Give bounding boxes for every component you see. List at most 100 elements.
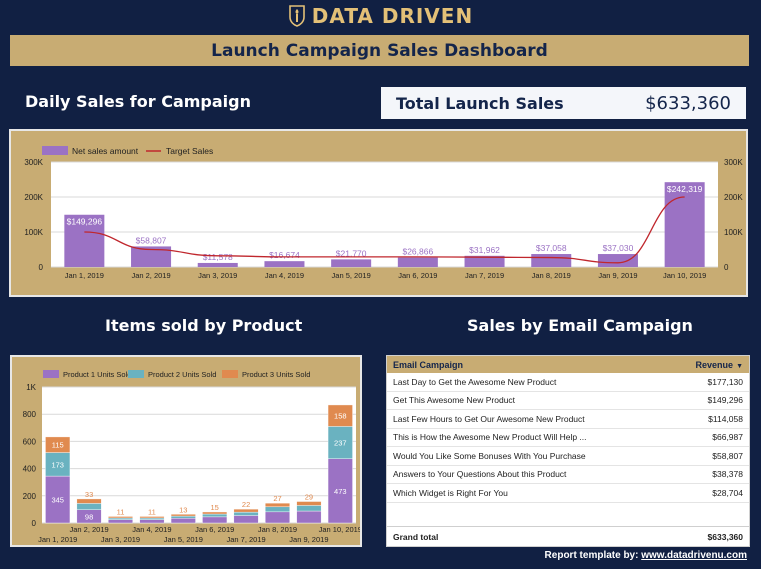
bar bbox=[131, 246, 172, 267]
legend-swatch bbox=[128, 370, 144, 378]
table-row[interactable]: Answers to Your Questions About this Pro… bbox=[387, 466, 749, 484]
legend-swatch bbox=[222, 370, 238, 378]
segment-value-label: 27 bbox=[273, 494, 281, 503]
footer-credit: Report template by: www.datadrivenu.com bbox=[545, 550, 747, 561]
bar bbox=[664, 182, 705, 267]
y-tick-label: 600 bbox=[23, 437, 37, 446]
stack-segment bbox=[327, 426, 353, 459]
total-label: Grand total bbox=[393, 531, 439, 542]
x-tick-label: Jan 9, 2019 bbox=[598, 271, 637, 280]
stack-segment bbox=[76, 498, 102, 504]
stack-segment bbox=[108, 517, 133, 520]
bar bbox=[64, 214, 105, 267]
y-tick-label-left: 100K bbox=[24, 228, 43, 237]
y-tick-label: 800 bbox=[23, 410, 37, 419]
x-tick-label: Jan 10, 2019 bbox=[319, 525, 360, 534]
segment-value-label: 115 bbox=[52, 441, 64, 450]
table-row[interactable]: Last Day to Get the Awesome New Product $… bbox=[387, 373, 749, 392]
revenue-cell: $66,987 bbox=[712, 432, 743, 443]
table-row[interactable]: Would You Like Some Bonuses With You Pur… bbox=[387, 447, 749, 466]
x-tick-label: Jan 7, 2019 bbox=[226, 535, 265, 544]
stack-segment bbox=[296, 501, 322, 506]
segment-value-label: 173 bbox=[51, 460, 64, 469]
items-sold-chart: 0 200 400 600 800 1K 345 173 115 Jan 1, 2019 98 33 J… bbox=[23, 370, 360, 544]
stack-segment bbox=[296, 505, 322, 512]
x-tick-label: Jan 8, 2019 bbox=[532, 271, 571, 280]
segment-value-label: 22 bbox=[242, 500, 250, 509]
x-tick-label: Jan 6, 2019 bbox=[195, 525, 234, 534]
x-tick-label: Jan 3, 2019 bbox=[198, 271, 237, 280]
segment-value-label: 345 bbox=[51, 496, 64, 505]
segment-value-label: 33 bbox=[85, 490, 93, 499]
bar bbox=[197, 262, 238, 267]
torch-shield-icon bbox=[288, 5, 305, 27]
stack-segment bbox=[233, 515, 259, 524]
x-tick-label: Jan 7, 2019 bbox=[465, 271, 504, 280]
dashboard-title-bar: Launch Campaign Sales Dashboard bbox=[10, 35, 749, 66]
y-tick-label-left: 0 bbox=[39, 263, 44, 272]
bar bbox=[331, 259, 372, 267]
footer-link[interactable]: www.datadrivenu.com bbox=[641, 550, 747, 561]
stack-segment bbox=[170, 518, 196, 524]
table-row[interactable]: Which Widget is Right For You $28,704 bbox=[387, 484, 749, 503]
legend-swatch bbox=[43, 370, 59, 378]
items-sold-heading: Items sold by Product bbox=[105, 316, 303, 335]
y-tick-label-right: 200K bbox=[724, 193, 743, 202]
table-row[interactable]: Get This Awesome New Product $149,296 bbox=[387, 392, 749, 410]
bar-value-label: $11,578 bbox=[203, 252, 233, 262]
table-row[interactable]: This is How the Awesome New Product Will… bbox=[387, 429, 749, 447]
segment-value-label: 15 bbox=[211, 503, 219, 512]
stack-segment bbox=[139, 516, 165, 519]
bar-value-label: $37,058 bbox=[536, 243, 567, 253]
stack-segment bbox=[202, 513, 228, 518]
bar-value-label: $26,866 bbox=[402, 247, 433, 257]
x-tick-label: Jan 8, 2019 bbox=[258, 525, 297, 534]
bar-value-label: $21,770 bbox=[336, 248, 367, 258]
bar-value-label: $37,030 bbox=[603, 243, 634, 253]
revenue-cell: $149,296 bbox=[707, 395, 743, 406]
table-row[interactable]: Last Few Hours to Get Our Awesome New Pr… bbox=[387, 410, 749, 429]
bar bbox=[264, 261, 305, 267]
x-tick-label: Jan 5, 2019 bbox=[332, 271, 371, 280]
stack-segment bbox=[170, 515, 196, 519]
column-header-campaign[interactable]: Email Campaign bbox=[393, 359, 464, 370]
y-tick-label-right: 300K bbox=[724, 158, 743, 167]
campaign-cell: Last Day to Get the Awesome New Product bbox=[393, 376, 557, 387]
target-sales-line bbox=[84, 196, 685, 264]
stack-segment bbox=[327, 458, 353, 524]
table-body: Last Day to Get the Awesome New Product $… bbox=[387, 373, 749, 503]
x-tick-label: Jan 3, 2019 bbox=[101, 535, 140, 544]
legend-label-target: Target Sales bbox=[166, 146, 213, 156]
x-tick-label: Jan 6, 2019 bbox=[398, 271, 437, 280]
email-campaign-table: Email Campaign Revenue ▼ Last Day to Get … bbox=[386, 355, 750, 547]
stack-segment bbox=[265, 506, 290, 513]
segment-value-label: 29 bbox=[305, 493, 313, 502]
legend-label: Product 1 Units Sold bbox=[63, 370, 131, 379]
revenue-header-label: Revenue bbox=[695, 359, 734, 370]
stack-segment bbox=[233, 511, 259, 516]
x-tick-label: Jan 10, 2019 bbox=[663, 271, 706, 280]
footer-prefix: Report template by: bbox=[544, 550, 642, 561]
bar-value-label: $16,674 bbox=[269, 250, 300, 260]
bar-value-label: $149,296 bbox=[67, 217, 103, 227]
x-tick-label: Jan 1, 2019 bbox=[65, 271, 104, 280]
y-tick-label-right: 0 bbox=[724, 263, 729, 272]
bar bbox=[397, 257, 438, 267]
column-header-revenue[interactable]: Revenue ▼ bbox=[696, 360, 743, 370]
campaign-cell: Would You Like Some Bonuses With You Pur… bbox=[393, 450, 586, 461]
x-tick-label: Jan 4, 2019 bbox=[265, 271, 304, 280]
stack-segment bbox=[265, 511, 290, 524]
page-title: Launch Campaign Sales Dashboard bbox=[211, 40, 548, 61]
kpi-value: $633,360 bbox=[645, 92, 731, 114]
x-tick-label: Jan 9, 2019 bbox=[289, 535, 328, 544]
segment-value-label: 11 bbox=[117, 507, 125, 516]
stack-segment bbox=[265, 502, 290, 508]
items-sold-chart-panel: 0 200 400 600 800 1K 345 173 115 Jan 1, 2019 98 33 J… bbox=[10, 355, 362, 547]
brand-header: DATA DRIVEN bbox=[0, 3, 761, 29]
revenue-cell: $28,704 bbox=[712, 487, 743, 498]
sort-desc-icon[interactable]: ▼ bbox=[736, 362, 743, 370]
y-tick-label-right: 100K bbox=[724, 228, 743, 237]
x-tick-label: Jan 4, 2019 bbox=[132, 525, 171, 534]
stack-segment bbox=[233, 508, 259, 513]
y-tick-label: 1K bbox=[26, 383, 36, 392]
